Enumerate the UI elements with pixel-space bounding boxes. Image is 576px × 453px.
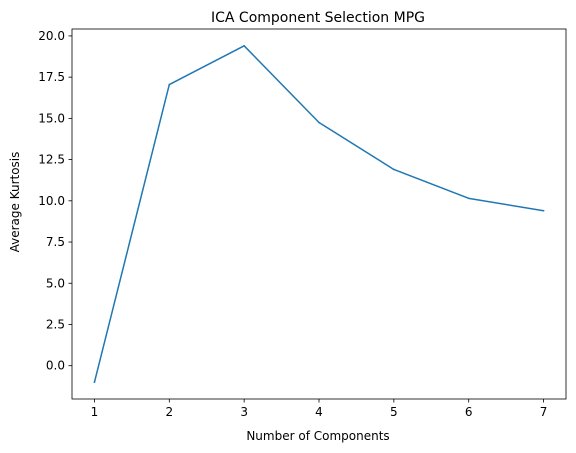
y-tick-label: 15.0: [38, 111, 65, 125]
x-axis-title: Number of Components: [246, 429, 389, 443]
y-tick-label: 17.5: [38, 70, 65, 84]
data-point: [318, 122, 320, 124]
y-tick-label: 10.0: [38, 194, 65, 208]
data-point: [393, 169, 395, 171]
series-line-0: [94, 46, 543, 382]
chart-title: ICA Component Selection MPG: [211, 10, 425, 26]
y-tick-label: 7.5: [46, 235, 65, 249]
x-tick-label: 5: [390, 405, 398, 419]
data-point: [468, 198, 470, 200]
plot-area: 1 2 3 4 5 6 7 0.0 2.5 5.0 7.5 10.0 12.5 15.0 17.5 20.0: [38, 29, 566, 419]
y-tick-label: 0.0: [46, 359, 65, 373]
y-tick-label: 2.5: [46, 317, 65, 331]
y-axis-title: Average Kurtosis: [8, 152, 22, 253]
data-point: [94, 381, 96, 383]
data-point: [543, 210, 545, 212]
x-tick-label: 2: [165, 405, 173, 419]
y-tick-label: 20.0: [38, 29, 65, 43]
x-tick-label: 4: [315, 405, 323, 419]
data-point: [169, 84, 171, 86]
y-tick-label: 12.5: [38, 153, 65, 167]
data-point: [243, 45, 245, 47]
x-tick-label: 6: [465, 405, 473, 419]
x-tick-label: 7: [540, 405, 548, 419]
y-tick-label: 5.0: [46, 276, 65, 290]
x-tick-label: 1: [91, 405, 99, 419]
x-tick-label: 3: [240, 405, 248, 419]
plot-frame: [72, 29, 566, 399]
